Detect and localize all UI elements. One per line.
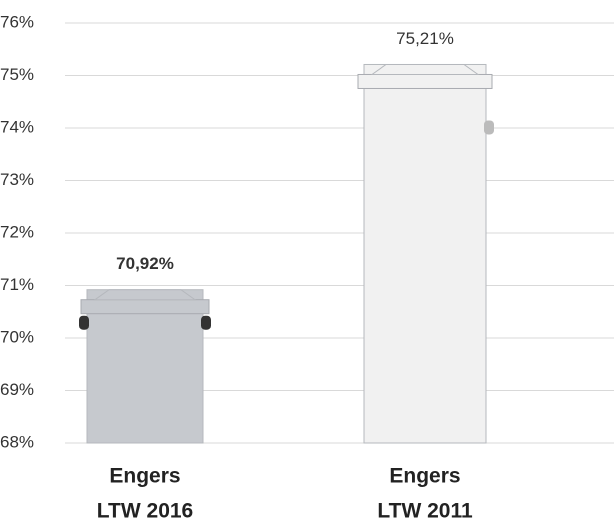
y-tick-label: 69%	[0, 380, 34, 399]
x-tick-label: LTW 2016	[97, 500, 193, 523]
box-handle	[201, 315, 211, 330]
box-handle	[484, 120, 494, 135]
y-tick-label: 73%	[0, 170, 34, 189]
value-label: 70,92%	[116, 254, 174, 273]
bar	[86, 289, 204, 444]
value-label: 75,21%	[396, 29, 454, 48]
x-tick-label: Engers	[109, 465, 180, 488]
box-handle	[79, 315, 89, 330]
box-lid	[357, 73, 493, 89]
box-lid-top	[93, 289, 197, 301]
box-lid	[80, 299, 210, 315]
y-tick-label: 74%	[0, 117, 34, 136]
x-tick-label: Engers	[389, 465, 460, 488]
bar	[363, 63, 487, 444]
y-tick-label: 70%	[0, 327, 34, 346]
x-tick-label: LTW 2011	[377, 500, 473, 523]
y-tick-label: 72%	[0, 222, 34, 241]
y-tick-label: 71%	[0, 275, 34, 294]
box-lid-top	[370, 63, 480, 75]
y-tick-label: 68%	[0, 432, 34, 451]
y-tick-label: 75%	[0, 65, 34, 84]
y-tick-label: 76%	[0, 12, 34, 31]
